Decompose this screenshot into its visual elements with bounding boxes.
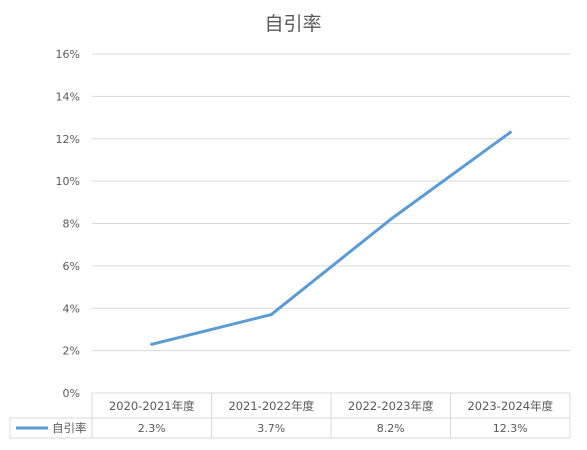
data-table-value: 3.7% — [257, 422, 285, 435]
category-label: 2022-2023年度 — [348, 399, 434, 413]
chart-title: 自引率 — [264, 13, 321, 35]
data-point — [269, 313, 273, 317]
legend-label: 自引率 — [52, 421, 87, 435]
series-layer — [150, 130, 512, 346]
data-table: 2020-2021年度 2021-2022年度 2022-2023年度 2023-20… — [9, 392, 571, 439]
y-tick-label: 14% — [56, 90, 80, 103]
data-point — [150, 342, 154, 346]
series-line — [150, 130, 512, 346]
y-tick-label: 8% — [63, 218, 80, 231]
y-tick-label: 0% — [63, 387, 80, 400]
y-axis-tick-labels: 0% 2% 4% 6% 8% 10% 12% 14% 16% — [56, 48, 80, 400]
y-tick-label: 6% — [63, 260, 80, 273]
category-label: 2020-2021年度 — [109, 399, 195, 413]
gridlines — [92, 53, 570, 352]
y-tick-label: 16% — [56, 48, 80, 61]
data-table-value: 8.2% — [377, 422, 405, 435]
data-table-value: 2.3% — [138, 422, 166, 435]
y-tick-label: 4% — [63, 302, 80, 315]
y-tick-label: 10% — [56, 175, 80, 188]
category-label: 2023-2024年度 — [467, 399, 553, 413]
y-tick-label: 2% — [63, 345, 80, 358]
y-tick-label: 12% — [56, 133, 80, 146]
data-point — [389, 217, 393, 221]
data-table-value: 12.3% — [493, 422, 528, 435]
category-label: 2021-2022年度 — [228, 399, 314, 413]
data-point — [508, 130, 512, 134]
